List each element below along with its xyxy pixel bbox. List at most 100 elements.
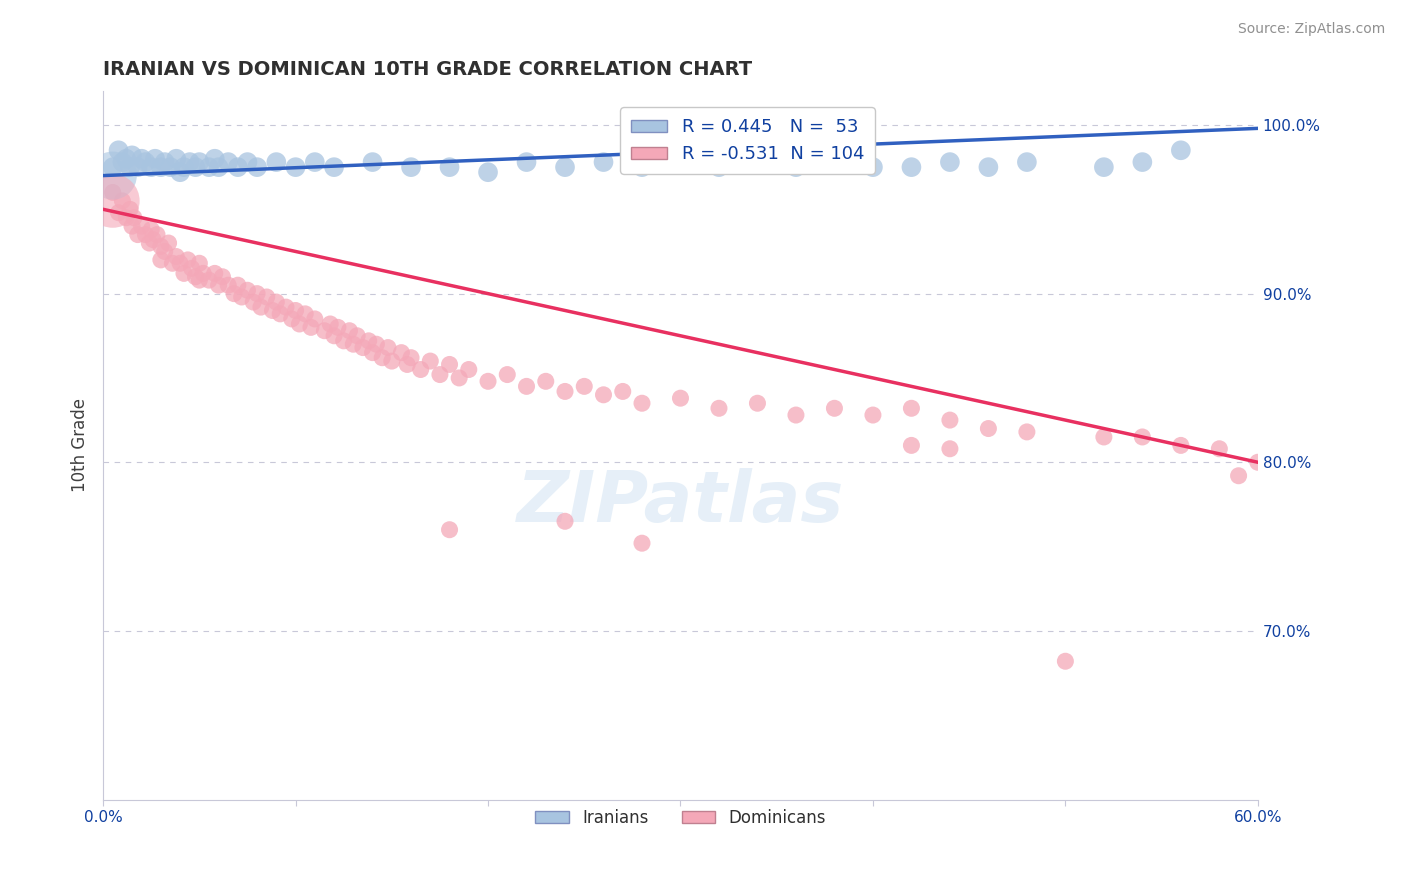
Point	[554, 384, 576, 399]
Point	[381, 354, 404, 368]
Point	[457, 362, 479, 376]
Point	[111, 194, 134, 208]
Point	[101, 160, 124, 174]
Point	[211, 269, 233, 284]
Point	[346, 328, 368, 343]
Point	[179, 155, 201, 169]
Point	[101, 194, 124, 208]
Point	[207, 278, 229, 293]
Point	[631, 536, 654, 550]
Point	[339, 324, 361, 338]
Point	[939, 413, 962, 427]
Point	[371, 351, 394, 365]
Point	[785, 408, 807, 422]
Point	[357, 334, 380, 348]
Point	[939, 155, 962, 169]
Point	[138, 235, 160, 250]
Point	[184, 160, 207, 174]
Point	[323, 328, 346, 343]
Point	[1208, 442, 1230, 456]
Point	[1247, 455, 1270, 469]
Point	[592, 155, 614, 169]
Point	[342, 337, 364, 351]
Point	[188, 155, 211, 169]
Point	[111, 155, 134, 169]
Point	[143, 152, 166, 166]
Point	[747, 152, 769, 166]
Point	[121, 219, 143, 234]
Point	[900, 160, 922, 174]
Point	[226, 278, 249, 293]
Point	[204, 266, 226, 280]
Point	[496, 368, 519, 382]
Point	[127, 160, 149, 174]
Point	[304, 155, 326, 169]
Point	[198, 273, 221, 287]
Point	[554, 160, 576, 174]
Point	[409, 362, 432, 376]
Point	[299, 320, 322, 334]
Point	[554, 514, 576, 528]
Point	[631, 160, 654, 174]
Point	[399, 351, 422, 365]
Point	[419, 354, 441, 368]
Point	[184, 269, 207, 284]
Point	[101, 186, 124, 200]
Point	[1130, 155, 1153, 169]
Point	[377, 341, 399, 355]
Point	[169, 165, 191, 179]
Point	[266, 155, 288, 169]
Point	[127, 227, 149, 242]
Point	[134, 227, 156, 242]
Point	[592, 388, 614, 402]
Point	[169, 256, 191, 270]
Point	[977, 160, 1000, 174]
Point	[207, 160, 229, 174]
Y-axis label: 10th Grade: 10th Grade	[72, 399, 89, 492]
Point	[284, 303, 307, 318]
Point	[115, 152, 138, 166]
Point	[256, 290, 278, 304]
Point	[217, 155, 239, 169]
Point	[107, 143, 129, 157]
Point	[707, 160, 730, 174]
Point	[900, 438, 922, 452]
Point	[122, 211, 145, 225]
Point	[165, 152, 187, 166]
Text: IRANIAN VS DOMINICAN 10TH GRADE CORRELATION CHART: IRANIAN VS DOMINICAN 10TH GRADE CORRELAT…	[103, 60, 752, 78]
Point	[1170, 143, 1192, 157]
Point	[188, 273, 211, 287]
Point	[193, 266, 215, 280]
Text: ZIPatlas: ZIPatlas	[517, 467, 844, 537]
Point	[449, 371, 471, 385]
Point	[319, 317, 342, 331]
Point	[217, 278, 239, 293]
Point	[236, 283, 259, 297]
Point	[246, 286, 269, 301]
Point	[977, 421, 1000, 435]
Point	[165, 250, 187, 264]
Point	[352, 341, 374, 355]
Point	[1015, 425, 1038, 439]
Point	[574, 379, 596, 393]
Point	[274, 300, 297, 314]
Point	[107, 205, 129, 219]
Point	[396, 358, 419, 372]
Point	[1130, 430, 1153, 444]
Point	[149, 239, 172, 253]
Point	[314, 324, 336, 338]
Point	[366, 337, 388, 351]
Point	[439, 523, 461, 537]
Point	[115, 211, 138, 225]
Point	[669, 155, 692, 169]
Point	[707, 401, 730, 416]
Point	[862, 160, 884, 174]
Point	[153, 244, 176, 259]
Point	[121, 148, 143, 162]
Point	[747, 396, 769, 410]
Point	[134, 155, 156, 169]
Point	[236, 155, 259, 169]
Point	[153, 155, 176, 169]
Point	[159, 160, 181, 174]
Point	[900, 401, 922, 416]
